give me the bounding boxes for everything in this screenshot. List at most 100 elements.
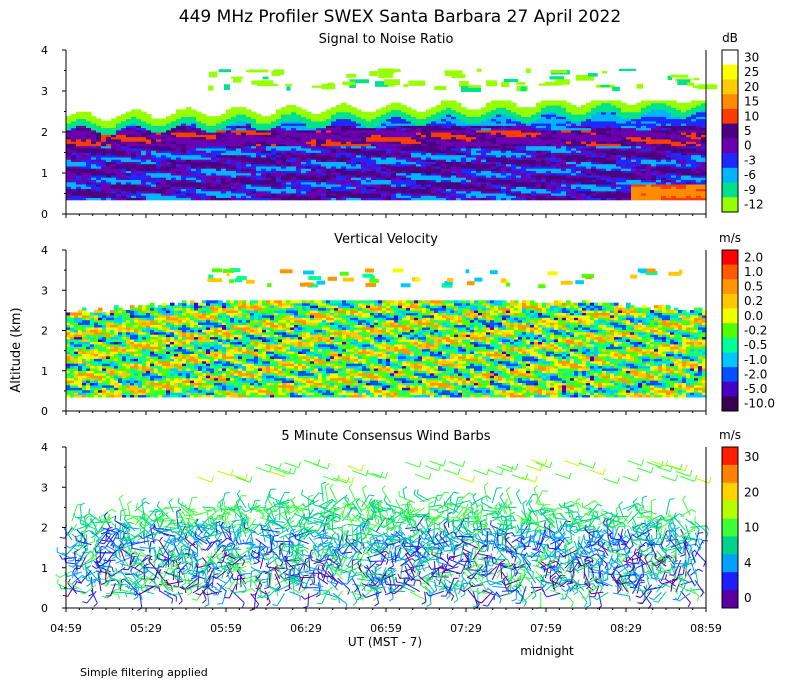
snr-cell xyxy=(116,181,122,185)
snr-cell xyxy=(216,192,222,196)
snr-cell xyxy=(626,104,632,108)
snr-cell xyxy=(511,102,517,106)
snr-cell xyxy=(81,152,87,156)
snr-cell xyxy=(136,174,142,178)
snr-cell xyxy=(261,129,267,133)
snr-cell xyxy=(116,190,122,194)
snr-cell xyxy=(201,150,207,153)
snr-cell xyxy=(116,147,122,151)
snr-cell xyxy=(381,192,387,196)
snr-cell xyxy=(281,138,287,142)
snr-cell xyxy=(431,114,437,117)
snr-cell xyxy=(231,170,237,174)
snr-cell xyxy=(351,136,357,140)
snr-cell xyxy=(361,111,367,115)
snr-cell xyxy=(306,136,312,140)
snr-cell xyxy=(81,145,87,149)
snr-cell xyxy=(346,116,352,120)
snr-cell xyxy=(176,152,182,156)
snr-cell xyxy=(336,150,342,153)
snr-cell xyxy=(446,118,452,122)
snr-cell xyxy=(196,179,202,183)
snr-cell xyxy=(426,125,432,129)
snr-cell xyxy=(451,154,457,158)
snr-cell xyxy=(456,134,462,138)
snr-cell xyxy=(316,125,322,129)
snr-cell xyxy=(131,183,137,187)
snr-cell xyxy=(346,188,352,192)
snr-cell xyxy=(111,159,117,162)
snr-cell xyxy=(291,120,297,124)
snr-cell xyxy=(76,127,82,131)
snr-cell xyxy=(311,145,317,149)
snr-cell xyxy=(311,123,317,126)
snr-cell xyxy=(141,179,147,183)
snr-cell xyxy=(386,123,392,126)
snr-cell xyxy=(356,120,362,124)
snr-cell xyxy=(466,192,472,196)
snr-cell xyxy=(311,172,317,176)
snr-cell xyxy=(251,127,257,131)
snr-cell xyxy=(111,197,117,201)
snr-cell xyxy=(411,152,417,156)
snr-cell xyxy=(206,192,212,196)
snr-cell xyxy=(146,123,152,126)
snr-cell xyxy=(291,161,297,165)
snr-cell xyxy=(306,132,312,135)
snr-cell xyxy=(416,163,422,167)
snr-cell xyxy=(361,172,367,176)
snr-cell xyxy=(366,150,372,153)
snr-cell xyxy=(351,143,357,147)
snr-cell xyxy=(401,138,407,142)
snr-cell xyxy=(86,197,92,201)
snr-cell xyxy=(151,172,157,176)
snr-cell xyxy=(361,125,367,129)
snr-cell xyxy=(456,190,462,194)
snr-cell xyxy=(171,174,177,178)
snr-cell xyxy=(421,197,427,201)
snr-cell xyxy=(206,127,212,131)
snr-cell xyxy=(466,181,472,185)
snr-cell xyxy=(236,138,242,142)
snr-cell xyxy=(91,179,97,183)
snr-cell xyxy=(441,141,447,144)
snr-cell xyxy=(226,152,232,156)
snr-cell xyxy=(201,132,207,135)
snr-cell xyxy=(321,150,327,153)
snr-cell xyxy=(246,168,252,171)
snr-cell xyxy=(361,174,367,178)
snr-cell xyxy=(221,129,227,133)
snr-cell xyxy=(66,174,72,178)
snr-cell xyxy=(461,172,467,176)
snr-cell xyxy=(281,181,287,185)
snr-cell xyxy=(216,136,222,140)
snr-cell xyxy=(416,138,422,142)
snr-cell xyxy=(441,163,447,167)
snr-cell xyxy=(381,163,387,167)
snr-cell xyxy=(311,154,317,158)
snr-cell xyxy=(466,179,472,183)
snr-cell xyxy=(366,141,372,144)
snr-cell xyxy=(121,120,127,124)
snr-cell xyxy=(391,136,397,140)
snr-cell xyxy=(416,174,422,178)
snr-cell xyxy=(206,138,212,142)
snr-cell xyxy=(471,159,477,162)
snr-cell xyxy=(316,179,322,183)
snr-cell xyxy=(246,138,252,142)
snr-cell xyxy=(141,143,147,147)
snr-cell xyxy=(596,100,602,104)
snr-cell xyxy=(411,186,417,189)
snr-cell xyxy=(91,181,97,185)
snr-cell xyxy=(396,107,402,111)
snr-cell xyxy=(101,181,107,185)
snr-cell xyxy=(231,159,237,162)
snr-cell xyxy=(141,118,147,122)
snr-cell xyxy=(171,161,177,165)
snr-cell xyxy=(156,143,162,147)
snr-cell xyxy=(461,152,467,156)
snr-cell xyxy=(296,125,302,129)
snr-cell xyxy=(136,123,142,126)
snr-cell xyxy=(71,181,77,185)
snr-cell xyxy=(441,102,447,106)
